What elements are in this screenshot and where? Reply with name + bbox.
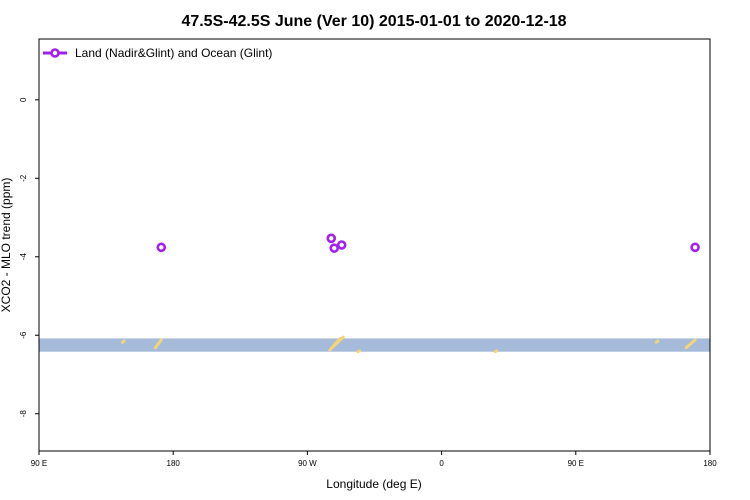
y-tick-label: 0 [19, 97, 28, 102]
land-mark [493, 349, 499, 354]
x-tick-label: 90 E [568, 459, 584, 468]
x-axis: 90 E 180 90 W 0 90 E 180 [31, 451, 717, 468]
y-tick-label: -8 [19, 410, 28, 418]
data-point [326, 233, 337, 244]
y-tick-label: -6 [19, 331, 28, 339]
data-point [690, 242, 700, 253]
legend-entry-label: Land (Nadir&Glint) and Ocean (Glint) [75, 46, 272, 60]
x-tick-label: 180 [703, 459, 717, 468]
legend: Land (Nadir&Glint) and Ocean (Glint) [43, 46, 272, 60]
x-tick-label: 90 W [298, 459, 317, 468]
land-mark [121, 339, 126, 344]
x-axis-label: Longitude (deg E) [326, 477, 421, 491]
y-axis: 0 -2 -4 -6 -8 [19, 97, 39, 417]
data-point [329, 243, 340, 253]
ocean-band [39, 338, 710, 352]
land-mark [654, 339, 660, 344]
chart-title: 47.5S-42.5S June (Ver 10) 2015-01-01 to … [181, 13, 566, 30]
legend-circle-marker [50, 48, 60, 58]
y-tick-label: -4 [19, 253, 28, 261]
x-tick-label: 90 E [31, 459, 47, 468]
x-tick-label: 0 [439, 459, 444, 468]
plot-frame [38, 38, 711, 452]
plot-area [39, 233, 710, 354]
land-mark [331, 335, 345, 349]
y-tick-label: -2 [19, 174, 28, 182]
data-point [156, 242, 167, 253]
land-mark [356, 349, 362, 354]
land-mark [153, 338, 163, 350]
land-mark [684, 338, 697, 350]
x-tick-label: 180 [167, 459, 181, 468]
data-point [336, 240, 347, 250]
y-axis-label: XCO2 - MLO trend (ppm) [0, 178, 13, 313]
